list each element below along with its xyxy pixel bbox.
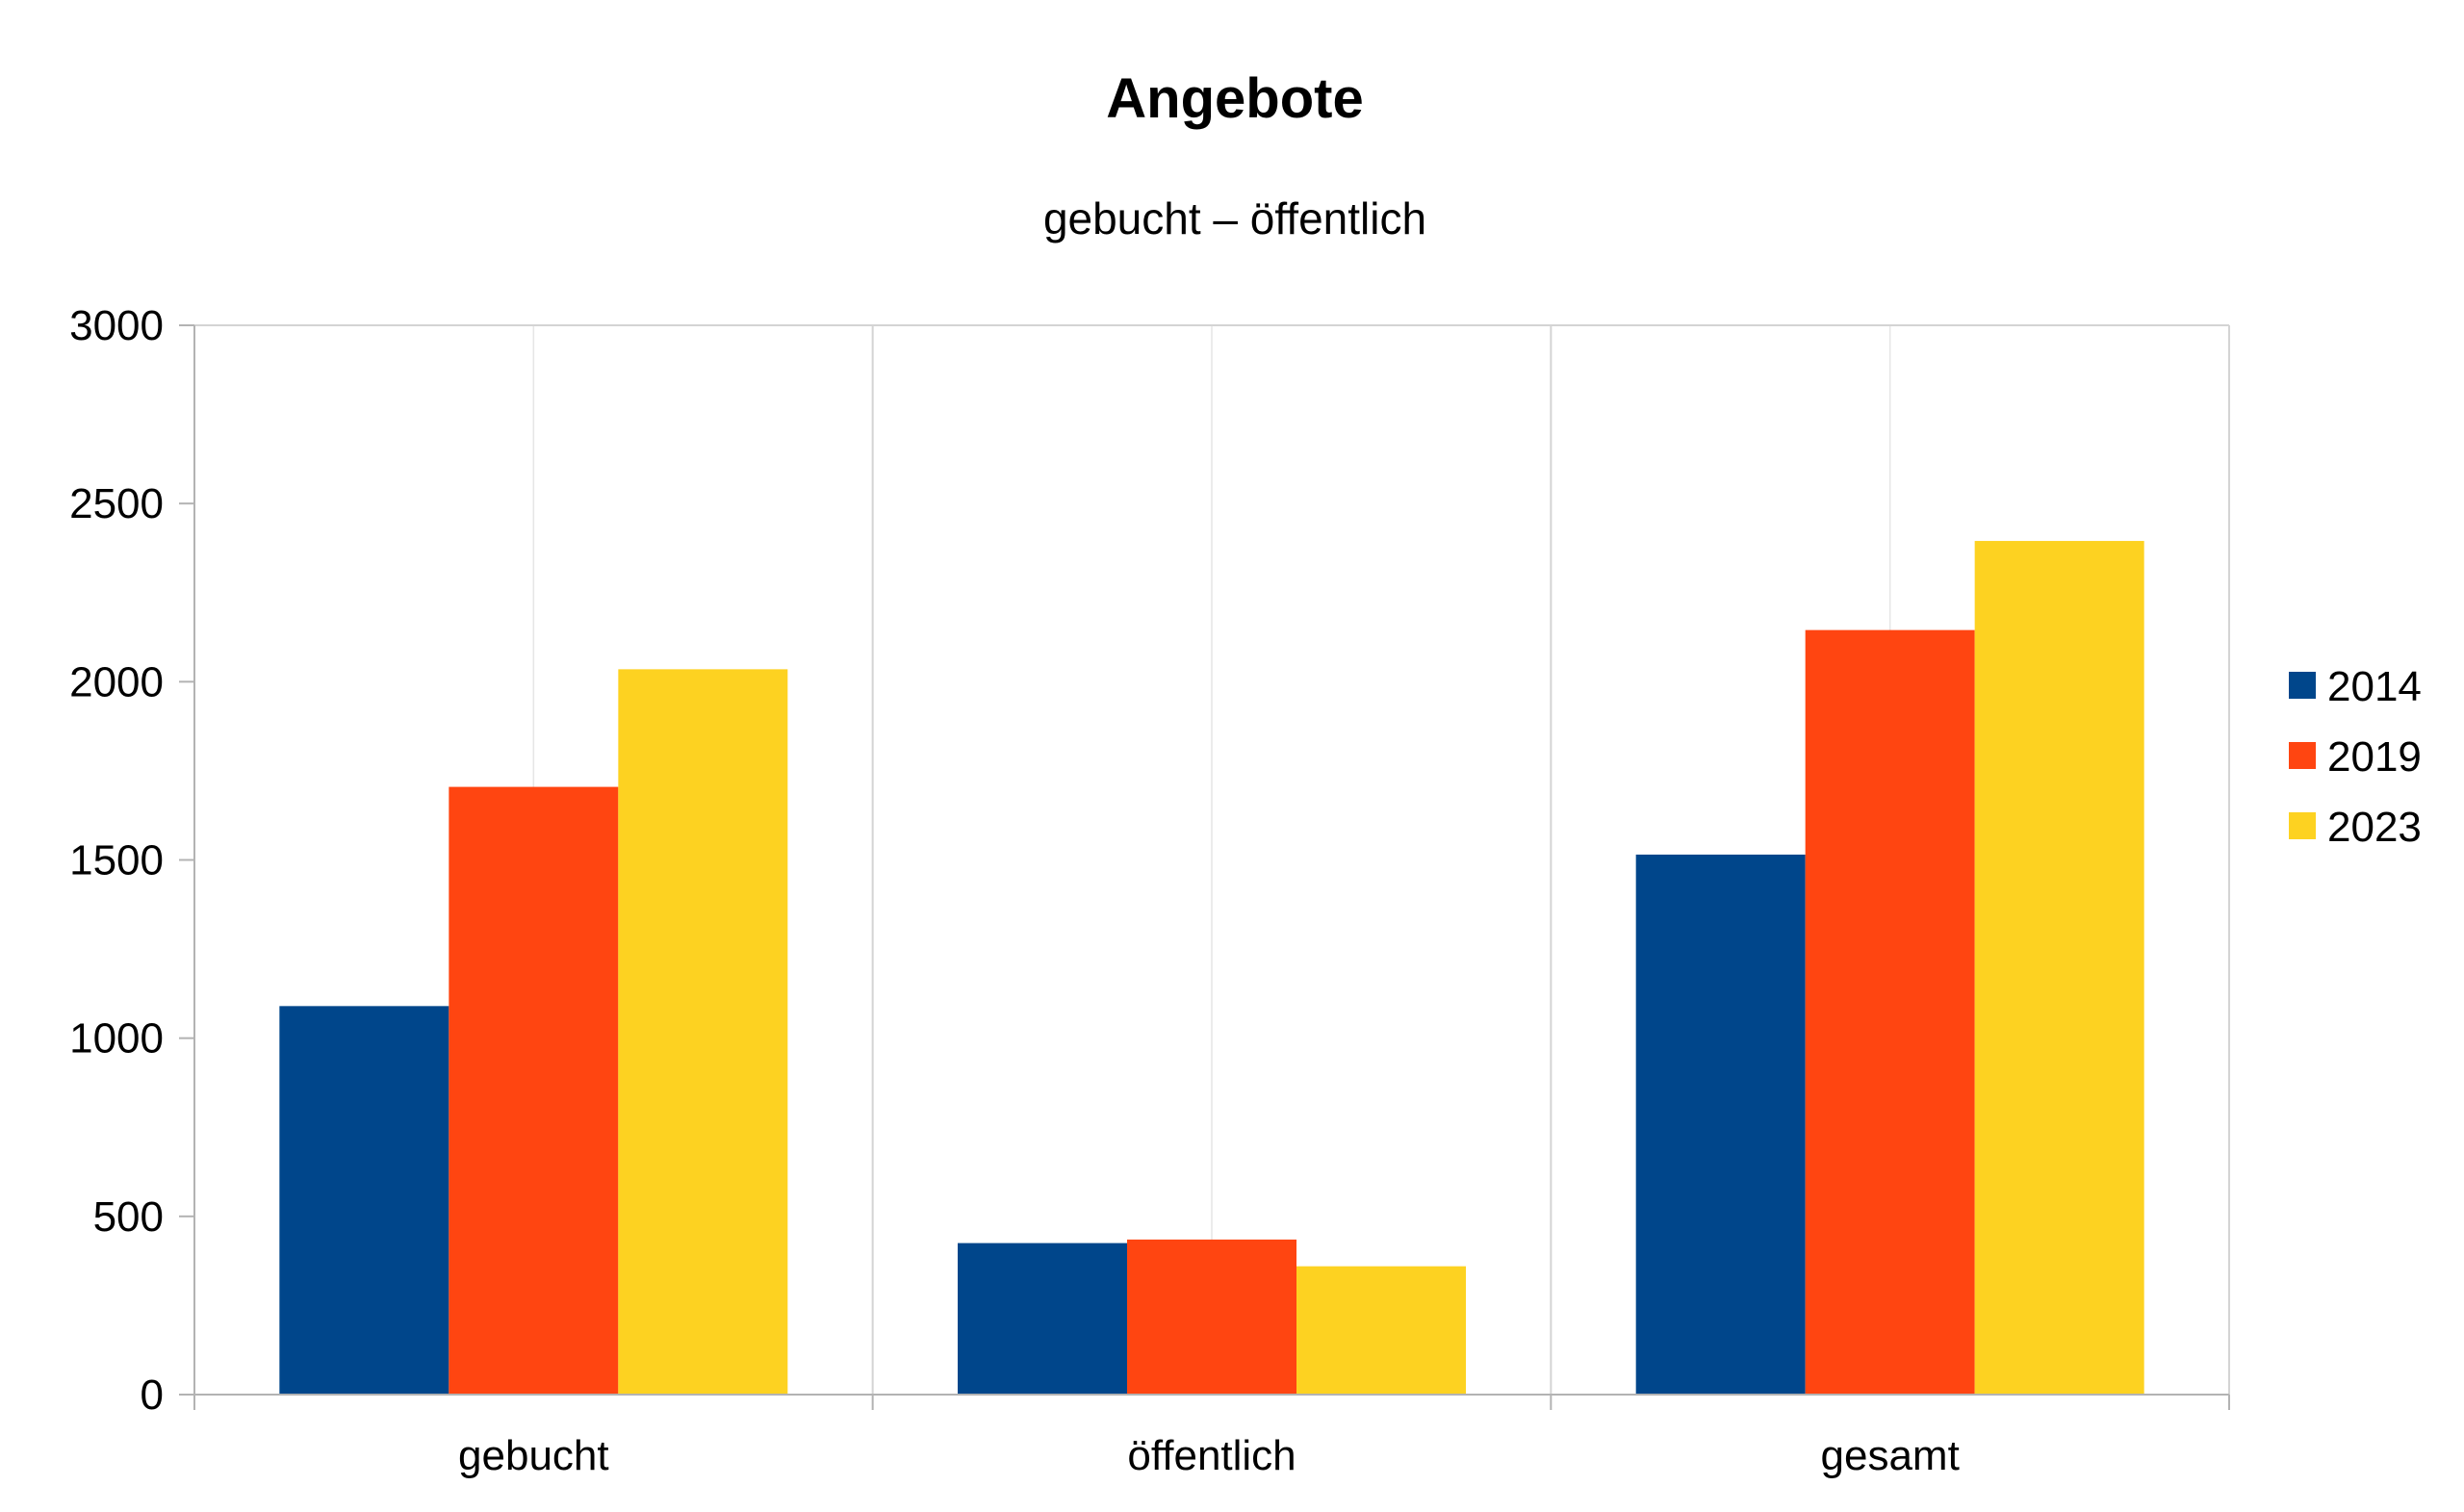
legend-swatch-2023 [2289, 812, 2316, 839]
legend-label-2019: 2019 [2327, 733, 2422, 781]
chart-subtitle: gebucht – öffentlich [1043, 193, 1426, 243]
y-tick-label: 1500 [69, 837, 164, 884]
bar-2023-gebucht [618, 669, 788, 1395]
y-tick-label: 0 [141, 1371, 164, 1419]
x-category-label: gebucht [458, 1432, 609, 1479]
legend-label-2014: 2014 [2327, 663, 2422, 710]
y-tick-label: 2000 [69, 658, 164, 705]
bar-2014-öffentlich [958, 1243, 1127, 1395]
bar-2023-gesamt [1974, 541, 2144, 1395]
bar-2019-öffentlich [1127, 1239, 1296, 1395]
bar-2019-gebucht [449, 786, 619, 1395]
bar-2023-öffentlich [1296, 1266, 1466, 1395]
x-category-label: öffentlich [1127, 1432, 1296, 1479]
y-tick-label: 1000 [69, 1015, 164, 1063]
y-tick-label: 3000 [69, 302, 164, 349]
y-tick-label: 2500 [69, 480, 164, 527]
y-tick-label: 500 [93, 1193, 164, 1241]
bar-2014-gebucht [279, 1006, 449, 1395]
chart-title: Angebote [1106, 67, 1363, 130]
legend-swatch-2019 [2289, 742, 2316, 769]
x-category-label: gesamt [1821, 1432, 1960, 1479]
axes: 0 500 1000 1500 2000 2500 3000 gebucht öffentlic… [69, 302, 2230, 1479]
bar-2014-gesamt [1635, 854, 1806, 1395]
bar-2019-gesamt [1805, 629, 1975, 1395]
legend-label-2023: 2023 [2327, 804, 2422, 851]
legend-swatch-2014 [2289, 672, 2316, 699]
legend: 2014 2019 2023 [2289, 663, 2422, 851]
bars [279, 541, 2144, 1395]
